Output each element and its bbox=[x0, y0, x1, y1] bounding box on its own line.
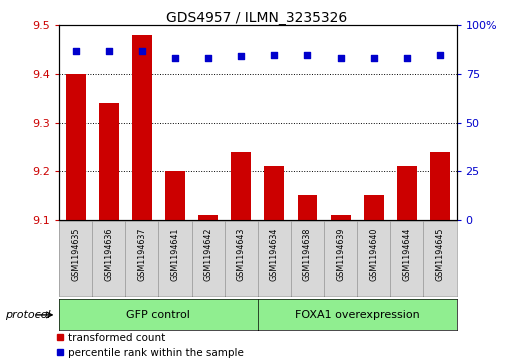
Text: protocol: protocol bbox=[5, 310, 51, 320]
Point bbox=[137, 48, 146, 54]
Text: GSM1194638: GSM1194638 bbox=[303, 227, 312, 281]
Bar bbox=[364, 195, 384, 220]
Point bbox=[270, 52, 279, 57]
Text: GSM1194645: GSM1194645 bbox=[436, 227, 444, 281]
Point bbox=[370, 56, 378, 61]
Bar bbox=[165, 171, 185, 220]
Text: FOXA1 overexpression: FOXA1 overexpression bbox=[295, 310, 420, 320]
Point bbox=[237, 54, 245, 60]
Point bbox=[337, 56, 345, 61]
Text: GSM1194636: GSM1194636 bbox=[104, 227, 113, 281]
Bar bbox=[231, 152, 251, 220]
Bar bbox=[98, 103, 119, 220]
Text: GDS4957 / ILMN_3235326: GDS4957 / ILMN_3235326 bbox=[166, 11, 347, 25]
Text: GSM1194640: GSM1194640 bbox=[369, 227, 378, 281]
Text: GSM1194644: GSM1194644 bbox=[402, 227, 411, 281]
Bar bbox=[198, 215, 218, 220]
Bar bbox=[298, 195, 318, 220]
Text: GFP control: GFP control bbox=[126, 310, 190, 320]
Bar bbox=[397, 166, 417, 220]
Point bbox=[171, 56, 179, 61]
Point bbox=[105, 48, 113, 54]
Text: GSM1194639: GSM1194639 bbox=[336, 227, 345, 281]
Bar bbox=[132, 35, 152, 220]
Point bbox=[303, 52, 311, 57]
Bar bbox=[66, 74, 86, 220]
Text: GSM1194635: GSM1194635 bbox=[71, 227, 80, 281]
Point bbox=[403, 56, 411, 61]
Text: GSM1194637: GSM1194637 bbox=[137, 227, 146, 281]
Bar bbox=[430, 152, 450, 220]
Text: GSM1194643: GSM1194643 bbox=[236, 227, 246, 281]
Point bbox=[204, 56, 212, 61]
Bar bbox=[264, 166, 284, 220]
Bar bbox=[331, 215, 350, 220]
Text: GSM1194641: GSM1194641 bbox=[170, 227, 180, 281]
Text: GSM1194642: GSM1194642 bbox=[204, 227, 212, 281]
Text: GSM1194634: GSM1194634 bbox=[270, 227, 279, 281]
Point bbox=[436, 52, 444, 57]
Legend: transformed count, percentile rank within the sample: transformed count, percentile rank withi… bbox=[56, 333, 244, 358]
Point bbox=[71, 48, 80, 54]
